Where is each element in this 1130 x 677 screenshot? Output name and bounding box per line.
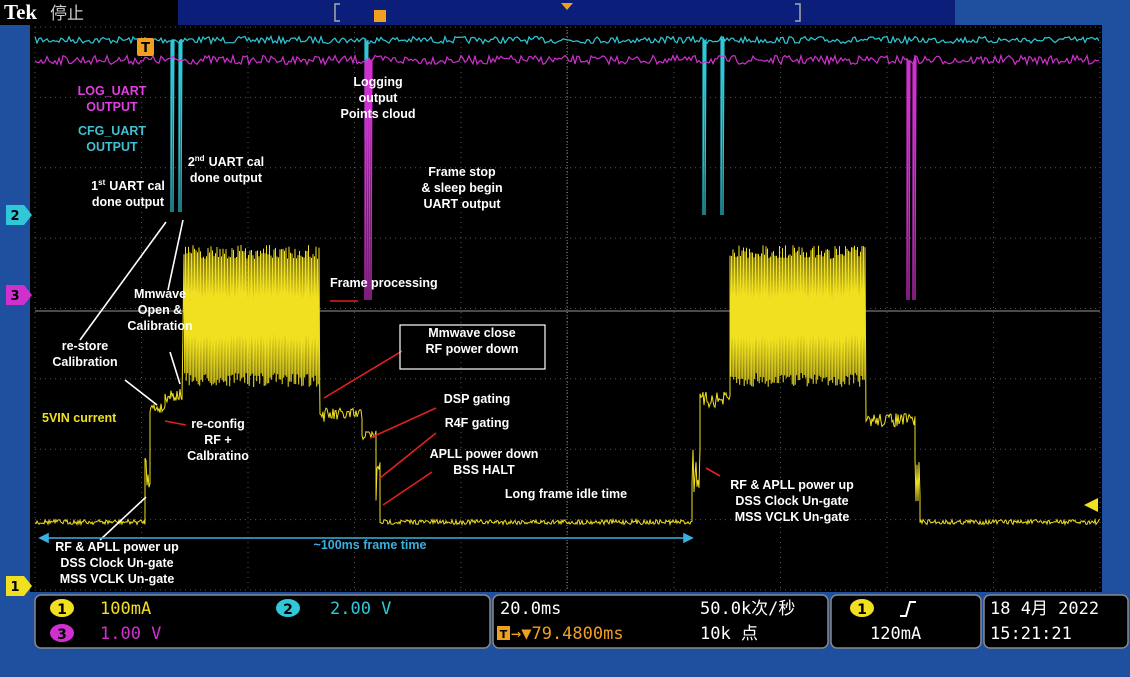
annotation-line: DSS Clock Un-gate [60, 556, 173, 570]
annotation-line: DSS Clock Un-gate [735, 494, 848, 508]
annotation-line: OUTPUT [86, 140, 138, 154]
annotation-line: Long frame idle time [505, 487, 627, 501]
ch3-scale: 1.00 V [100, 624, 161, 644]
annotation-line: RF & APLL power up [55, 540, 179, 554]
trigger-position: →▼79.4800ms [511, 624, 624, 644]
time: 15:21:21 [990, 624, 1072, 644]
annotation: Frame stop & sleep begin UART output [421, 165, 502, 211]
annotation-line: & sleep begin [421, 181, 502, 195]
record-length: 10k 点 [700, 624, 758, 644]
annotation: 5VIN current [42, 411, 117, 425]
run-state: 停止 [50, 4, 84, 24]
annotation-line: RF & APLL power up [730, 478, 854, 492]
annotation-line: Frame stop [428, 165, 496, 179]
annotation-line: UART output [423, 197, 501, 211]
annotation-line: Points cloud [341, 107, 416, 121]
annotation-line: Open & [138, 303, 182, 317]
annotation-superscript: nd [195, 154, 205, 163]
sample-rate: 50.0k次/秒 [700, 599, 795, 619]
annotation-number: 2 [188, 155, 195, 169]
oscilloscope-screen: Tek 停止 2 3 1 T LOG_UART OUTPUT CFG_UART OUT… [0, 0, 1130, 677]
annotation-line: Mmwave close [428, 326, 516, 340]
brand: Tek [4, 0, 37, 24]
top-right-bar [955, 0, 1130, 25]
annotation: RF & APLL power up DSS Clock Un-gate MSS V… [55, 540, 179, 586]
annotation-line: re-config [191, 417, 244, 431]
trigger-source: 1 [857, 602, 867, 618]
annotation-line: done output [190, 171, 263, 185]
annotation-line: MSS VCLK Un-gate [60, 572, 175, 586]
annotation-line: ~100ms frame time [314, 538, 427, 552]
annotation-line: 5VIN current [42, 411, 117, 425]
annotation: DSP gating [444, 392, 510, 406]
annotation-line: RF + [204, 433, 231, 447]
annotation-line: LOG_UART [78, 84, 147, 98]
annotation: ~100ms frame time [314, 538, 427, 552]
timebase: 20.0ms [500, 599, 561, 619]
annotation-line: DSP gating [444, 392, 510, 406]
ch2-badge-label: 2 [283, 602, 293, 618]
annotation-line: Calibration [127, 319, 192, 333]
annotation: RF & APLL power up DSS Clock Un-gate MSS V… [730, 478, 854, 524]
annotation-line: OUTPUT [86, 100, 138, 114]
annotation-number: 1 [91, 179, 98, 193]
annotation-line: APLL power down [430, 447, 539, 461]
annotation-line: Frame processing [330, 276, 438, 290]
ch1-marker-label: 1 [10, 580, 19, 595]
annotation-line: output [359, 91, 399, 105]
trigger-marker-label: T [141, 41, 150, 56]
ch1-badge-label: 1 [57, 602, 67, 618]
annotation: Long frame idle time [505, 487, 627, 501]
ch3-badge-label: 3 [57, 627, 67, 643]
annotation-line: Logging [353, 75, 402, 89]
annotation-line: done output [92, 195, 165, 209]
date: 18 4月 2022 [990, 599, 1099, 619]
annotation-line: Calibration [52, 355, 117, 369]
annotation-line: R4F gating [445, 416, 510, 430]
ch3-marker-label: 3 [10, 289, 19, 304]
annotation: Frame processing [330, 276, 438, 290]
annotation-line: Calbratino [187, 449, 249, 463]
ch1-scale: 100mA [100, 599, 151, 619]
annotation-line: re-store [62, 339, 109, 353]
page: Tek 停止 2 3 1 T LOG_UART OUTPUT CFG_UART OUT… [0, 0, 1130, 677]
annotation-line: BSS HALT [453, 463, 515, 477]
record-trigger [374, 10, 386, 22]
annotation: R4F gating [445, 416, 510, 430]
annotation-line: Mmwave [134, 287, 186, 301]
ch2-marker-label: 2 [10, 209, 19, 224]
annotation-line: MSS VCLK Un-gate [735, 510, 850, 524]
annotation-line: RF power down [425, 342, 518, 356]
annotation-text: UART cal [209, 155, 265, 169]
annotation-superscript: st [98, 178, 105, 187]
annotation-line: CFG_UART [78, 124, 146, 138]
trigger-level: 120mA [870, 624, 921, 644]
trigger-badge-label: T [500, 628, 508, 641]
annotation-text: UART cal [109, 179, 165, 193]
ch2-scale: 2.00 V [330, 599, 391, 619]
